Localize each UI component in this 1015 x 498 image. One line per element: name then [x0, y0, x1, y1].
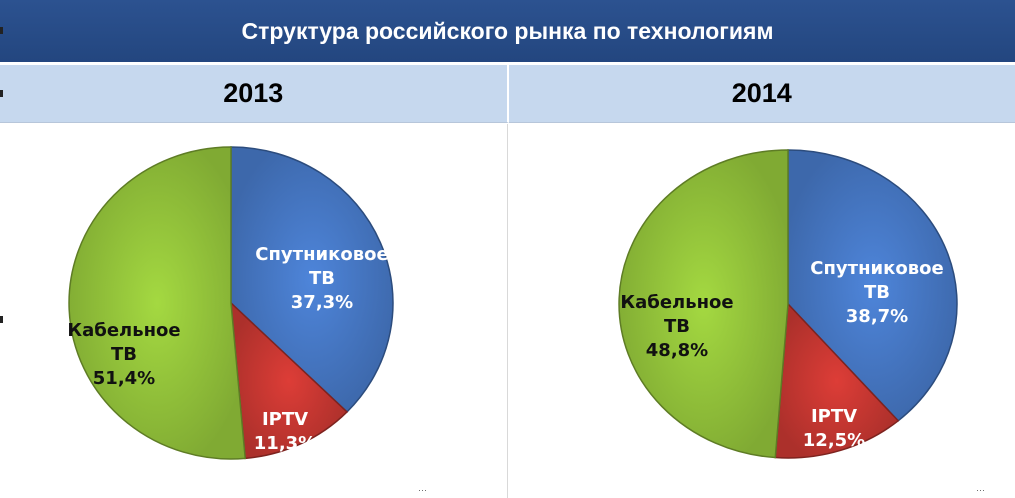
slice-label-line: 11,3% [254, 433, 316, 454]
pie-chart-2013: Спутниковое ТВ 37,3% IPTV 11,3% Кабельное ТВ 51… [67, 146, 394, 460]
slice-label: Спутниковое ТВ 37,3% [255, 244, 388, 313]
slice-label-line: Кабельное [620, 292, 733, 313]
pie-slice [618, 149, 789, 459]
corner-mark: ⋯ [976, 485, 985, 495]
slice-label-line: IPTV [262, 409, 308, 430]
slice-label-line: ТВ [111, 344, 137, 365]
slice-label-line: ТВ [309, 268, 335, 289]
slice-label-line: 38,7% [846, 306, 908, 327]
charts-area: Спутниковое ТВ 37,3% IPTV 11,3% Кабельное ТВ 51… [0, 124, 1015, 498]
pie-slice [230, 146, 394, 413]
slice-label: Кабельное ТВ 51,4% [67, 320, 180, 389]
pie-slice [787, 149, 958, 422]
edge-marker [0, 316, 3, 323]
slice-label-line: Кабельное [67, 320, 180, 341]
slice-label-line: ТВ [864, 282, 890, 303]
slice-label-line: 37,3% [291, 292, 353, 313]
slice-label-line: ТВ [664, 316, 690, 337]
chart-panel-2014: Спутниковое ТВ 38,7% IPTV 12,5% Кабельное ТВ 48… [508, 124, 1015, 498]
title-bar: Структура российского рынка по технологи… [0, 0, 1015, 62]
pie-chart-2014: Спутниковое ТВ 38,7% IPTV 12,5% Кабельное ТВ 48… [618, 149, 958, 459]
slice-label: IPTV 11,3% [254, 409, 316, 454]
pie-slice [68, 146, 247, 460]
pie-slice [230, 301, 349, 460]
slice-label: Спутниковое ТВ 38,7% [810, 258, 943, 327]
edge-marker [0, 90, 3, 97]
page-title: Структура российского рынка по технологи… [241, 17, 774, 44]
slice-label-line: 12,5% [803, 430, 865, 451]
edge-marker [0, 27, 3, 34]
slice-label: IPTV 12,5% [803, 406, 865, 451]
slice-label-line: Спутниковое [810, 258, 943, 279]
slice-label-line: IPTV [811, 406, 857, 427]
pie-slice [774, 302, 900, 459]
year-header-row: 2013 2014 [0, 65, 1015, 123]
year-header-2013: 2013 [0, 65, 509, 123]
slice-label-line: 48,8% [646, 340, 708, 361]
slice-label-line: 51,4% [93, 368, 155, 389]
year-header-2014: 2014 [508, 65, 1015, 123]
slice-label-line: Спутниковое [255, 244, 388, 265]
slice-label: Кабельное ТВ 48,8% [620, 292, 733, 361]
chart-panel-2013: Спутниковое ТВ 37,3% IPTV 11,3% Кабельное ТВ 51… [0, 124, 508, 498]
corner-mark: ⋯ [418, 485, 427, 495]
